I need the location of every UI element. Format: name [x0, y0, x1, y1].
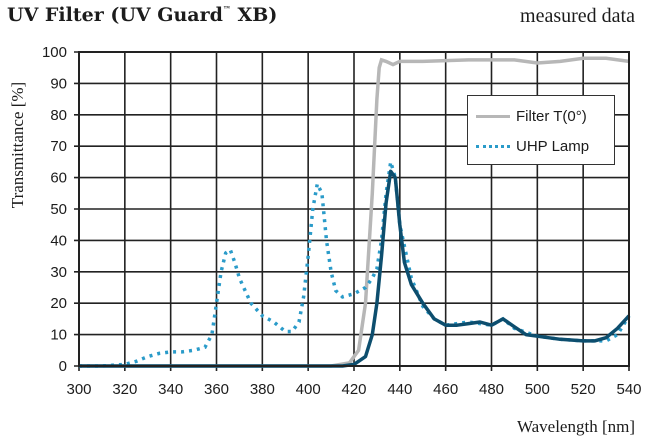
y-axis-label: Transmittance [%] — [8, 81, 27, 209]
svg-text:400: 400 — [296, 381, 321, 398]
svg-text:420: 420 — [341, 381, 366, 398]
svg-text:0: 0 — [59, 358, 67, 375]
plot-frame — [78, 51, 630, 367]
legend: Filter T(0°) UHP Lamp — [467, 95, 615, 165]
legend-item-filter: Filter T(0°) — [476, 106, 587, 126]
svg-text:540: 540 — [616, 381, 641, 398]
solid-line-swatch-icon — [476, 114, 510, 118]
svg-text:100: 100 — [42, 44, 67, 61]
svg-text:20: 20 — [50, 295, 67, 312]
svg-text:60: 60 — [50, 170, 67, 187]
chart-title: UV Filter (UV Guard™ XB) — [7, 4, 277, 26]
svg-text:50: 50 — [50, 201, 67, 218]
svg-text:520: 520 — [571, 381, 596, 398]
legend-item-lamp: UHP Lamp — [476, 136, 589, 156]
svg-text:480: 480 — [479, 381, 504, 398]
svg-text:10: 10 — [50, 327, 67, 344]
svg-text:340: 340 — [158, 381, 183, 398]
svg-text:440: 440 — [387, 381, 412, 398]
x-axis-label: Wavelength [nm] — [516, 417, 635, 436]
svg-text:70: 70 — [50, 138, 67, 155]
svg-text:500: 500 — [525, 381, 550, 398]
svg-text:460: 460 — [433, 381, 458, 398]
svg-text:90: 90 — [50, 75, 67, 92]
filter-curve — [79, 56, 630, 368]
title-suffix: XB) — [230, 4, 278, 26]
trademark-symbol: ™ — [222, 4, 231, 14]
dotted-line-swatch-icon — [476, 144, 510, 148]
legend-label: Filter T(0°) — [516, 107, 587, 125]
title-text: UV Filter (UV Guard — [7, 4, 223, 26]
svg-text:380: 380 — [250, 381, 275, 398]
series-lines — [79, 56, 631, 368]
chart-subtitle: measured data — [520, 5, 635, 27]
svg-text:30: 30 — [50, 264, 67, 281]
svg-text:300: 300 — [66, 381, 91, 398]
legend-label: UHP Lamp — [516, 137, 590, 155]
tick-labels: 300 320 340 360 380 400 420 440 460 480 500 520 540 0… — [42, 44, 642, 398]
transmitted-curve — [79, 169, 631, 368]
svg-text:40: 40 — [50, 232, 67, 249]
svg-text:360: 360 — [204, 381, 229, 398]
svg-text:80: 80 — [50, 107, 67, 124]
lamp-curve — [79, 161, 631, 368]
svg-text:320: 320 — [112, 381, 137, 398]
